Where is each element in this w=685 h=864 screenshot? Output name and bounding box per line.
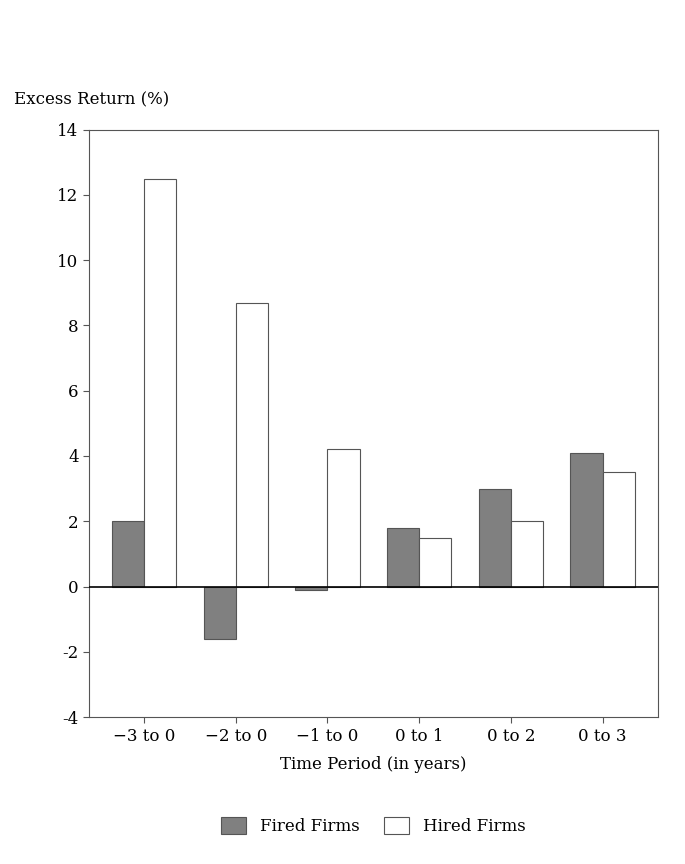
Text: Excess Return (%): Excess Return (%) — [14, 91, 169, 108]
Bar — [419, 537, 451, 587]
Bar — [571, 453, 603, 587]
Bar — [603, 473, 635, 587]
Bar — [327, 449, 360, 587]
Bar — [479, 489, 511, 587]
X-axis label: Time Period (in years): Time Period (in years) — [280, 756, 466, 772]
Legend: Fired Firms, Hired Firms: Fired Firms, Hired Firms — [221, 816, 525, 835]
Bar — [203, 587, 236, 638]
Bar — [236, 302, 268, 587]
Bar — [112, 521, 144, 587]
Bar — [295, 587, 327, 590]
Bar — [387, 528, 419, 587]
Bar — [511, 521, 543, 587]
Bar — [144, 179, 176, 587]
